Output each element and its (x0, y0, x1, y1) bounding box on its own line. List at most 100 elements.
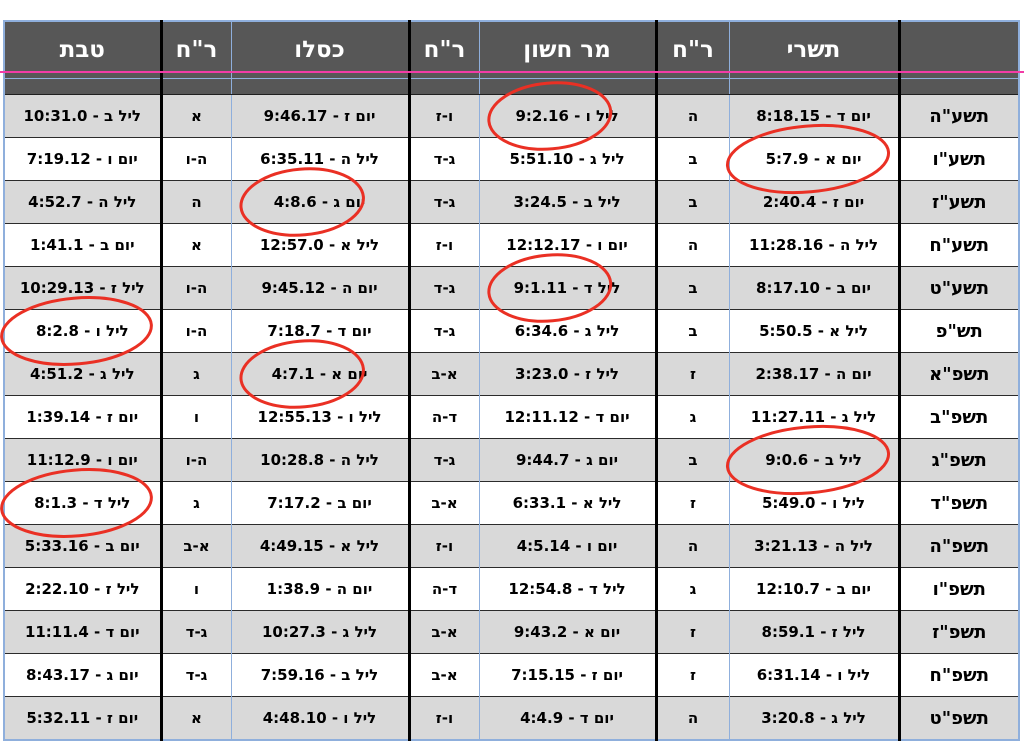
cell-cheshvan[interactable]: יום ו - 12:12.17 (478, 223, 656, 267)
cell-kislev[interactable]: ליל א - 4:49.15 (230, 524, 409, 568)
cell-year[interactable]: תשע"ח (897, 223, 1019, 267)
cell-rch3[interactable]: א (159, 223, 231, 267)
cell-year[interactable]: תשפ"ה (897, 524, 1019, 568)
cell-kislev[interactable]: יום ג - 4:8.6 (230, 180, 409, 224)
cell-rch1[interactable]: ז (654, 653, 729, 697)
cell-year[interactable]: תשפ"ו (897, 567, 1019, 611)
cell-rch2[interactable]: ג-ד (407, 438, 479, 482)
cell-tishrei[interactable]: ליל ב - 9:0.6 (728, 438, 899, 482)
cell-cheshvan[interactable]: יום ז - 7:15.15 (478, 653, 656, 697)
cell-cheshvan[interactable]: יום ד - 4:4.9 (478, 696, 656, 740)
cell-rch2[interactable]: ו-ז (407, 524, 479, 568)
cell-cheshvan[interactable]: יום א - 9:43.2 (478, 610, 656, 654)
cell-tevet[interactable]: ליל ז - 10:29.13 (3, 266, 161, 310)
cell-rch3[interactable]: ה-ו (159, 266, 231, 310)
column-header-rosh-chodesh-1[interactable]: ר"ח (654, 21, 729, 79)
cell-year[interactable]: תשפ"ט (897, 696, 1019, 740)
cell-tishrei[interactable]: ליל ה - 3:21.13 (728, 524, 899, 568)
cell-rch3[interactable]: ו (159, 395, 231, 439)
cell-rch1[interactable]: ה (654, 223, 729, 267)
cell-rch3[interactable]: ה-ו (159, 309, 231, 353)
cell-year[interactable]: תשפ"א (897, 352, 1019, 396)
cell-tishrei[interactable]: ליל ה - 11:28.16 (728, 223, 899, 267)
cell-year[interactable]: תשע"ט (897, 266, 1019, 310)
cell-rch3[interactable]: ה (159, 180, 231, 224)
cell-rch1[interactable]: ז (654, 352, 729, 396)
cell-year[interactable]: תשע"ו (897, 137, 1019, 181)
cell-rch1[interactable]: ב (654, 137, 729, 181)
cell-kislev[interactable]: ליל ו - 12:55.13 (230, 395, 409, 439)
cell-rch2[interactable]: ג-ד (407, 180, 479, 224)
cell-year[interactable]: תשפ"ז (897, 610, 1019, 654)
cell-cheshvan[interactable]: ליל ד - 9:1.11 (478, 266, 656, 310)
cell-year[interactable]: תשפ"ח (897, 653, 1019, 697)
column-header-tevet[interactable]: טבת (3, 21, 161, 79)
cell-rch2[interactable]: ד-ה (407, 395, 479, 439)
cell-year[interactable]: תשפ"ג (897, 438, 1019, 482)
cell-tevet[interactable]: ליל ב - 10:31.0 (3, 94, 161, 138)
cell-rch3[interactable]: ג-ד (159, 610, 231, 654)
cell-cheshvan[interactable]: ליל ג - 5:51.10 (478, 137, 656, 181)
column-header-year[interactable] (897, 21, 1019, 79)
cell-tishrei[interactable]: יום ז - 2:40.4 (728, 180, 899, 224)
cell-rch3[interactable]: ו (159, 567, 231, 611)
cell-tevet[interactable]: יום ג - 8:43.17 (3, 653, 161, 697)
cell-year[interactable]: תשפ"ד (897, 481, 1019, 525)
cell-cheshvan[interactable]: יום ו - 4:5.14 (478, 524, 656, 568)
cell-year[interactable]: תש"פ (897, 309, 1019, 353)
cell-kislev[interactable]: ליל ה - 10:28.8 (230, 438, 409, 482)
column-header-tishrei[interactable]: תשרי (728, 21, 899, 79)
cell-tevet[interactable]: ליל ה - 4:52.7 (3, 180, 161, 224)
cell-rch1[interactable]: ה (654, 524, 729, 568)
cell-tevet[interactable]: יום ד - 11:11.4 (3, 610, 161, 654)
cell-cheshvan[interactable]: ליל ו - 9:2.16 (478, 94, 656, 138)
cell-rch1[interactable]: ב (654, 180, 729, 224)
cell-rch1[interactable]: ג (654, 395, 729, 439)
cell-kislev[interactable]: ליל ב - 7:59.16 (230, 653, 409, 697)
cell-kislev[interactable]: יום ה - 1:38.9 (230, 567, 409, 611)
column-header-kislev[interactable]: כסלו (230, 21, 409, 79)
cell-rch2[interactable]: ג-ד (407, 309, 479, 353)
cell-tishrei[interactable]: יום ה - 2:38.17 (728, 352, 899, 396)
cell-tevet[interactable]: יום ז - 5:32.11 (3, 696, 161, 740)
cell-rch3[interactable]: ג (159, 352, 231, 396)
cell-tevet[interactable]: ליל ז - 2:22.10 (3, 567, 161, 611)
cell-tishrei[interactable]: ליל א - 5:50.5 (728, 309, 899, 353)
column-header-cheshvan[interactable]: מר חשון (478, 21, 656, 79)
cell-cheshvan[interactable]: ליל ב - 3:24.5 (478, 180, 656, 224)
cell-rch3[interactable]: ה-ו (159, 438, 231, 482)
cell-tishrei[interactable]: יום ב - 8:17.10 (728, 266, 899, 310)
cell-rch2[interactable]: ד-ה (407, 567, 479, 611)
cell-tevet[interactable]: יום ב - 5:33.16 (3, 524, 161, 568)
cell-rch2[interactable]: ג-ד (407, 137, 479, 181)
cell-rch3[interactable]: א (159, 94, 231, 138)
cell-kislev[interactable]: יום ז - 9:46.17 (230, 94, 409, 138)
cell-cheshvan[interactable]: יום ג - 9:44.7 (478, 438, 656, 482)
cell-rch1[interactable]: ב (654, 266, 729, 310)
cell-rch2[interactable]: ג-ד (407, 266, 479, 310)
column-header-rosh-chodesh-3[interactable]: ר"ח (159, 21, 231, 79)
cell-rch2[interactable]: א-ב (407, 352, 479, 396)
cell-kislev[interactable]: ליל א - 12:57.0 (230, 223, 409, 267)
cell-kislev[interactable]: ליל ו - 4:48.10 (230, 696, 409, 740)
cell-rch2[interactable]: ו-ז (407, 94, 479, 138)
cell-year[interactable]: תשפ"ב (897, 395, 1019, 439)
cell-year[interactable]: תשע"ה (897, 94, 1019, 138)
cell-tishrei[interactable]: יום ב - 12:10.7 (728, 567, 899, 611)
cell-rch1[interactable]: ה (654, 94, 729, 138)
cell-kislev[interactable]: יום ה - 9:45.12 (230, 266, 409, 310)
cell-tishrei[interactable]: ליל ו - 6:31.14 (728, 653, 899, 697)
cell-rch2[interactable]: ו-ז (407, 223, 479, 267)
cell-rch1[interactable]: ז (654, 481, 729, 525)
cell-kislev[interactable]: ליל ה - 6:35.11 (230, 137, 409, 181)
cell-rch1[interactable]: ב (654, 438, 729, 482)
cell-kislev[interactable]: יום ב - 7:17.2 (230, 481, 409, 525)
cell-cheshvan[interactable]: ליל ג - 6:34.6 (478, 309, 656, 353)
cell-tevet[interactable]: ליל ו - 8:2.8 (3, 309, 161, 353)
cell-rch1[interactable]: ג (654, 567, 729, 611)
cell-rch3[interactable]: ג (159, 481, 231, 525)
cell-kislev[interactable]: ליל ג - 10:27.3 (230, 610, 409, 654)
cell-tishrei[interactable]: ליל ג - 3:20.8 (728, 696, 899, 740)
cell-tevet[interactable]: יום ו - 7:19.12 (3, 137, 161, 181)
cell-rch3[interactable]: א (159, 696, 231, 740)
